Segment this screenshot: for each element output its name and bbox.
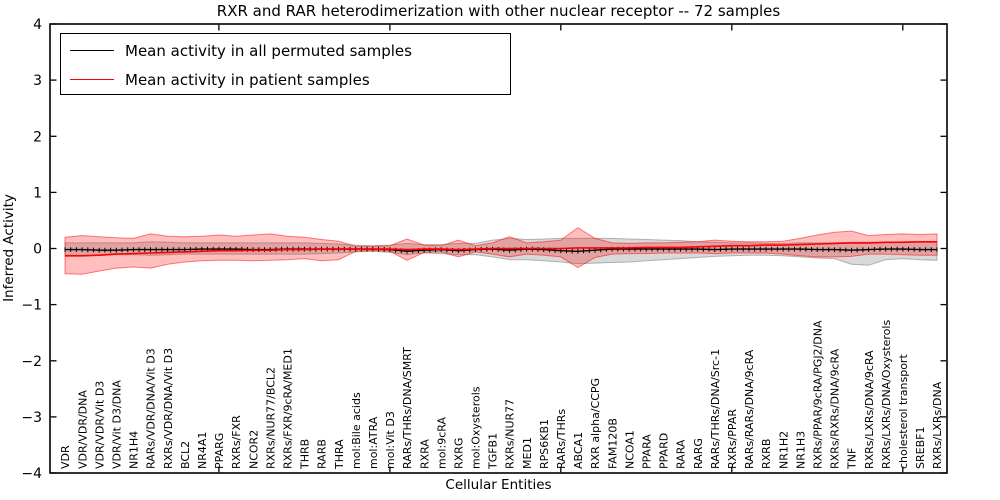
- x-tick-label: mol:Oxysterols: [470, 386, 483, 469]
- x-tick-label: VDR/VDR/DNA: [76, 390, 89, 469]
- y-tick-label: −2: [21, 354, 42, 370]
- x-tick-label: mol:Vit D3: [384, 411, 397, 469]
- x-tick-label: NR1H2: [777, 431, 790, 469]
- x-tick-label: VDR/Vit D3/DNA: [110, 380, 123, 469]
- x-tick-label: RXRs/NUR77: [504, 399, 517, 469]
- x-tick-label: BCL2: [179, 441, 192, 469]
- x-tick-label: PPARD: [658, 433, 671, 469]
- x-tick-label: RARs/THRs/DNA/SMRT: [401, 347, 414, 469]
- x-tick-label: mol:ATRA: [367, 416, 380, 469]
- x-tick-label: RARs/VDR/DNA/Vit D3: [145, 348, 158, 469]
- x-tick-label: RARs/THRs: [555, 409, 568, 469]
- x-tick-label: RARs/THRs/DNA/Src-1: [709, 349, 722, 469]
- x-tick-label: NCOR2: [247, 430, 260, 469]
- x-tick-label: TNF: [846, 448, 859, 470]
- x-tick-label: RXRA: [418, 439, 431, 469]
- x-tick-label: SREBF1: [914, 427, 927, 469]
- patient-mean-line: [65, 241, 937, 257]
- x-tick-label: RXRs/VDR/DNA/Vit D3: [162, 348, 175, 469]
- x-tick-label: mol:9cRA: [435, 417, 448, 469]
- permuted-mean-line: [65, 248, 937, 253]
- patient-std-band: [64, 227, 938, 275]
- x-tick-label: RXRs/NUR77/BCL2: [264, 367, 277, 469]
- x-tick-label: PPARA: [641, 434, 654, 469]
- x-tick-label: TGFB1: [487, 433, 500, 470]
- x-tick-label: THRA: [333, 439, 346, 470]
- x-tick-label: RARs/RARs/DNA/9cRA: [743, 349, 756, 469]
- x-tick-label: RXRs/LXRs/DNA/9cRA: [863, 350, 876, 469]
- x-tick-label: RXRs/RXRs/DNA/9cRA: [829, 348, 842, 469]
- y-tick-label: 3: [33, 73, 42, 89]
- x-tick-label: NCOA1: [623, 430, 636, 469]
- x-tick-label: MED1: [521, 437, 534, 469]
- x-tick-label: ABCA1: [572, 432, 585, 469]
- x-tick-label: RXRs/PPAR: [726, 409, 739, 469]
- x-tick-label: RXRs/LXRs/DNA/Oxysterols: [880, 320, 893, 469]
- x-tick-label: VDR/VDR/Vit D3: [93, 381, 106, 469]
- x-tick-label: RXRs/PPAR/9cRA/PGJ2/DNA: [812, 320, 825, 469]
- x-tick-label: RARG: [692, 438, 705, 469]
- x-tick-label: mol:Bile acids: [350, 392, 363, 469]
- legend: Mean activity in all permuted samples Me…: [60, 33, 511, 95]
- y-tick-label: 0: [33, 242, 42, 258]
- legend-label-patient: Mean activity in patient samples: [125, 70, 370, 89]
- x-tick-label: THRB: [299, 439, 312, 470]
- x-tick-label: NR4A1: [196, 432, 209, 469]
- axes-box: [49, 23, 948, 474]
- x-tick-label: VDR: [59, 445, 72, 469]
- x-tick-label: NR1H4: [128, 431, 141, 469]
- x-tick-label: RPS6KB1: [538, 419, 551, 469]
- legend-entry-patient: Mean activity in patient samples: [61, 65, 510, 94]
- y-tick-label: −1: [21, 298, 42, 314]
- x-tick-label: RXRs/FXR: [230, 415, 243, 469]
- y-tick-label: 2: [33, 129, 42, 145]
- x-tick-label: PPARG: [213, 433, 226, 469]
- x-tick-label: cholesterol transport: [897, 354, 910, 469]
- x-tick-label: RXRs/FXR/9cRA/MED1: [281, 348, 294, 469]
- y-tick-label: −3: [21, 410, 42, 426]
- x-tick-label: NR1H3: [794, 431, 807, 469]
- y-tick-label: 1: [33, 185, 42, 201]
- legend-entry-permuted: Mean activity in all permuted samples: [61, 36, 510, 65]
- x-tick-label: RXRs/LXRs/DNA: [931, 381, 944, 469]
- x-tick-label: RARB: [316, 439, 329, 469]
- chart-title: RXR and RAR heterodimerization with othe…: [216, 2, 781, 20]
- permuted-std-band: [64, 237, 938, 266]
- legend-label-permuted: Mean activity in all permuted samples: [125, 41, 412, 60]
- x-tick-label: RXR alpha/CCPG: [589, 378, 602, 469]
- y-tick-label: −4: [21, 466, 42, 482]
- legend-line-permuted: [70, 50, 114, 51]
- x-tick-label: RXRB: [760, 439, 773, 469]
- x-axis-label: Cellular Entities: [445, 477, 552, 493]
- x-tick-label: RARA: [675, 439, 688, 469]
- y-tick-label: 4: [33, 17, 42, 33]
- legend-line-patient: [70, 79, 114, 80]
- x-tick-label: RXRG: [452, 438, 465, 469]
- x-tick-label: FAM120B: [606, 418, 619, 469]
